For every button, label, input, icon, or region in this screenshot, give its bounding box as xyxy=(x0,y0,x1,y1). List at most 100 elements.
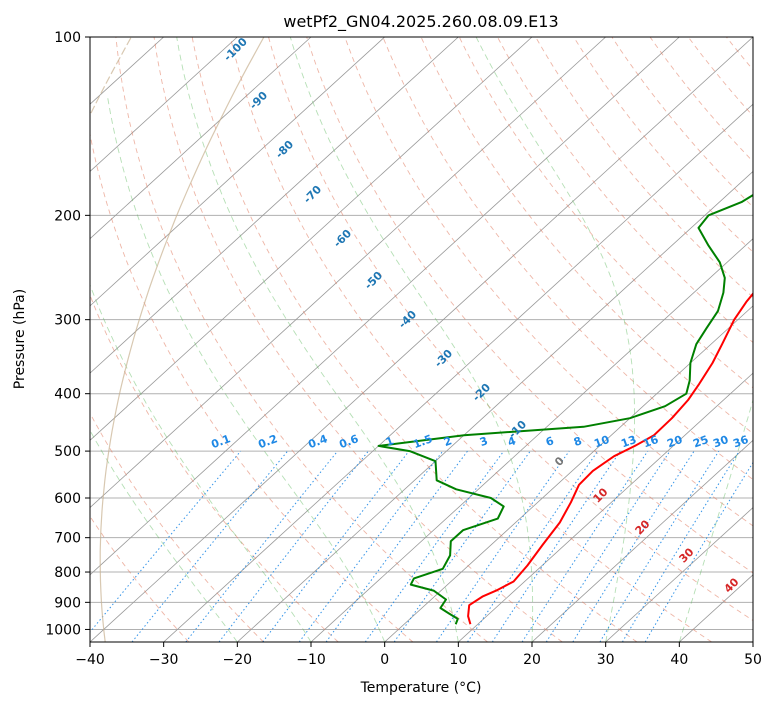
mixing-ratio-line xyxy=(644,461,753,642)
y-tick-label: 500 xyxy=(54,444,81,460)
moist-adiabat-line xyxy=(90,283,312,642)
mixing-ratio-label: 1 xyxy=(384,434,396,449)
mixing-ratio-line xyxy=(262,450,410,642)
dry-adiabat-line xyxy=(649,37,753,163)
dry-adiabat-line xyxy=(306,37,753,574)
dry-adiabat-label: -50 xyxy=(362,269,385,292)
pressure-gridlines xyxy=(90,36,753,630)
moist-adiabat-line xyxy=(678,398,753,642)
mixing-ratio-line xyxy=(90,450,242,633)
dry-adiabat-line xyxy=(611,37,753,208)
x-axis-label: Temperature (°C) xyxy=(360,680,482,696)
y-tick-label: 600 xyxy=(54,491,81,507)
dry-adiabat-label: -60 xyxy=(331,227,354,250)
mixing-ratio-label: 3 xyxy=(478,434,490,449)
dry-adiabat-line xyxy=(268,37,753,622)
isotherm-line xyxy=(90,37,606,509)
dry-adiabat-line xyxy=(763,35,775,642)
y-tick-label: 700 xyxy=(54,531,81,547)
dry-adiabat-line xyxy=(573,37,753,253)
dry-adiabat-line xyxy=(191,37,638,642)
x-tick-label: 30 xyxy=(597,652,615,668)
mixing-ratio-label: 4 xyxy=(506,434,518,449)
mixing-ratio-label: 10 xyxy=(592,433,611,451)
dry-adiabat-line xyxy=(382,37,753,481)
isotherm-line xyxy=(90,37,312,240)
y-tick-label: 900 xyxy=(54,595,81,611)
mixing-ratio-label: 16 xyxy=(641,433,660,451)
isotherm-line xyxy=(90,37,753,642)
isotherm-line xyxy=(237,170,753,642)
mixing-ratio-line xyxy=(364,450,505,642)
mixing-ratio-label: 0.6 xyxy=(337,432,360,451)
x-axis-ticks: −40 −30 −20 −10 0 10 20 30 40 50 xyxy=(75,642,762,668)
mixing-ratio-label: 0.1 xyxy=(209,432,232,451)
y-tick-label: 1000 xyxy=(45,622,81,638)
mixing-ratio-label: 30 xyxy=(711,433,730,451)
mixing-ratio-label: 13 xyxy=(619,433,638,450)
dry-adiabat-label: 0 xyxy=(552,454,567,469)
x-tick-label: −30 xyxy=(149,652,179,668)
y-tick-label: 100 xyxy=(54,30,81,46)
dry-adiabat-line xyxy=(725,37,753,71)
isotherm-line xyxy=(605,507,753,642)
mixing-ratio-line xyxy=(298,450,444,642)
x-tick-label: 0 xyxy=(380,652,389,668)
y-tick-label: 400 xyxy=(54,387,81,403)
mixing-ratio-label: 25 xyxy=(691,433,710,450)
dry-adiabat-label: -20 xyxy=(470,381,493,404)
mixing-ratio-line xyxy=(545,450,671,642)
mixing-ratio-label: 20 xyxy=(665,433,684,451)
y-tick-label: 300 xyxy=(54,313,81,329)
mixing-ratio-label: 2 xyxy=(442,434,454,449)
mixing-ratio-line xyxy=(467,450,599,642)
dry-adiabat-label: -70 xyxy=(301,183,324,206)
isotherm-line xyxy=(90,37,459,374)
x-tick-label: −20 xyxy=(223,652,253,668)
dry-adiabat-label: -80 xyxy=(273,138,296,161)
isotherm-line xyxy=(310,238,753,642)
background-lines xyxy=(90,35,775,642)
mixing-ratio-line xyxy=(572,450,695,642)
dewpoint-line xyxy=(377,193,753,625)
y-axis-label: Pressure (hPa) xyxy=(12,289,28,389)
mixing-ratio-line xyxy=(599,450,720,642)
dry-adiabat-label: -40 xyxy=(396,308,419,331)
isotherm-line xyxy=(163,103,753,642)
x-tick-label: 40 xyxy=(670,652,688,668)
dry-adiabat-label: 40 xyxy=(722,575,742,595)
mixing-ratio-label: 6 xyxy=(544,434,556,449)
dry-adiabat-line xyxy=(229,37,712,642)
isotherm-line xyxy=(531,439,753,642)
mixing-ratio-line xyxy=(491,450,621,642)
mixing-ratio-line xyxy=(521,450,649,642)
x-tick-label: 20 xyxy=(523,652,541,668)
mixing-ratio-label: 8 xyxy=(572,434,584,449)
isotherm-line xyxy=(90,37,385,307)
x-tick-label: −40 xyxy=(75,652,105,668)
profile-lines xyxy=(377,193,753,625)
isotherm-line xyxy=(458,372,753,642)
dry-adiabat-line xyxy=(90,515,190,642)
chart-title: wetPf2_GN04.2025.260.08.09.E13 xyxy=(283,12,558,32)
x-tick-label: −10 xyxy=(296,652,326,668)
mixing-ratio-line xyxy=(185,450,338,642)
isotherm-line xyxy=(384,305,753,642)
temperature-line xyxy=(467,292,753,625)
moist-adiabat-line xyxy=(90,429,238,642)
mixing-ratio-line xyxy=(218,450,369,642)
mixing-ratio-label: 0.2 xyxy=(256,432,279,451)
y-tick-label: 200 xyxy=(54,208,81,224)
mixing-ratio-line xyxy=(131,450,288,642)
mixing-ratio-line xyxy=(435,450,570,642)
moist-adiabat-line xyxy=(106,94,386,642)
mixing-ratio-label: 0.4 xyxy=(306,432,329,451)
moist-adiabat-line xyxy=(475,37,635,642)
mixing-ratio-line xyxy=(325,450,468,642)
isotherm-line xyxy=(752,641,753,642)
reference-curve xyxy=(99,37,265,642)
y-axis-ticks: 100 200 300 400 500 600 700 800 900 1000 xyxy=(45,30,90,638)
mixing-ratio-label: 1.5 xyxy=(411,432,434,451)
dry-adiabat-line xyxy=(90,131,414,642)
